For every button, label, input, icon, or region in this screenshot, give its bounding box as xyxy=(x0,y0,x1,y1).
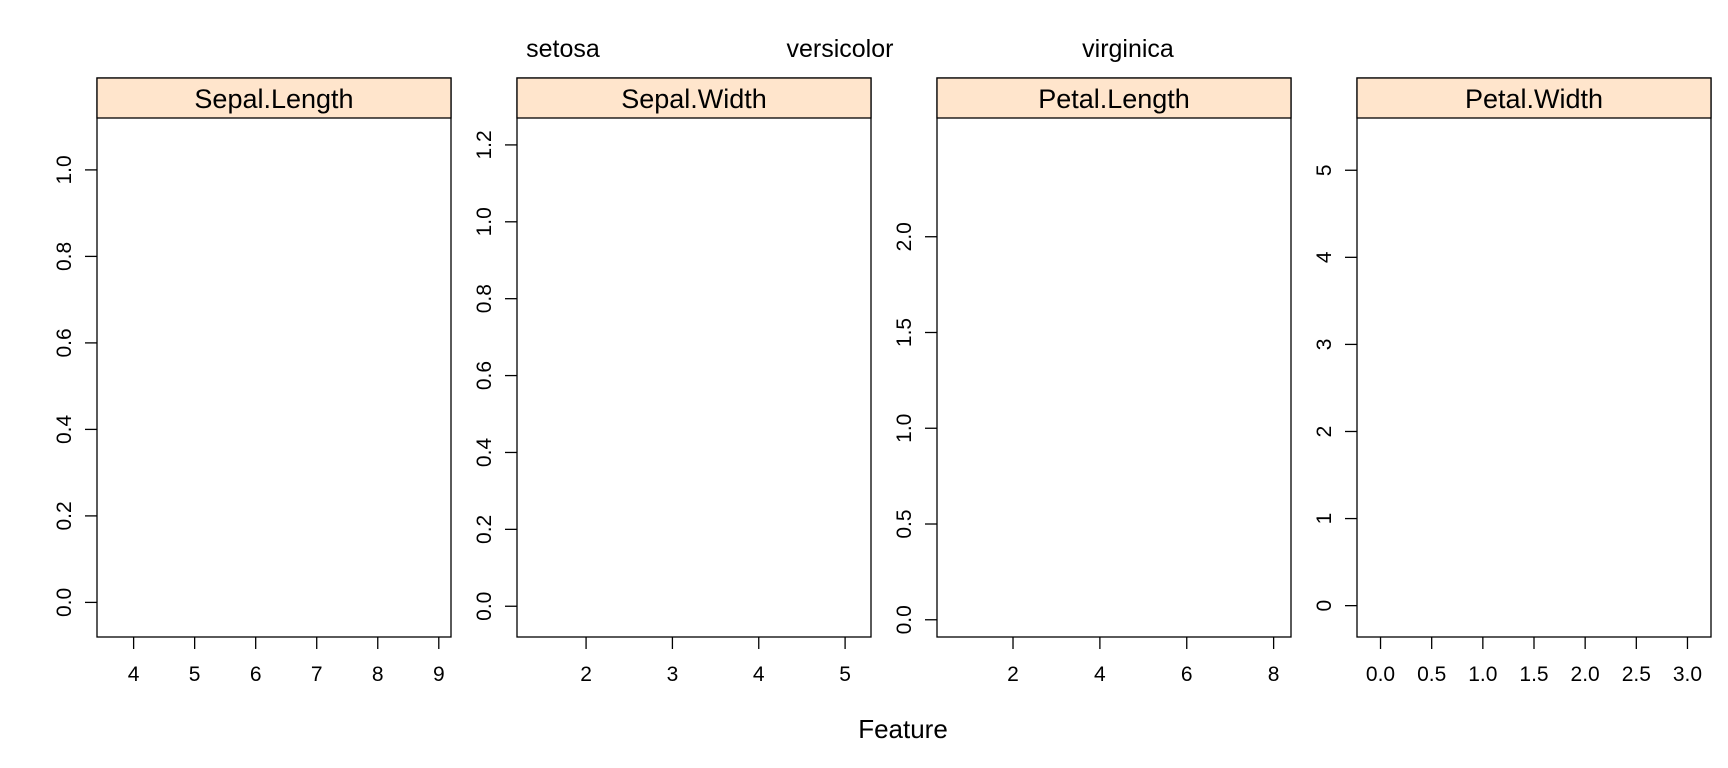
x-tick-label-sepal-length-0: 4 xyxy=(128,663,140,686)
x-tick-label-sepal-length-5: 9 xyxy=(433,663,445,686)
y-tick-label-sepal-length-1: 0.2 xyxy=(53,501,76,530)
x-tick-label-sepal-length-3: 7 xyxy=(311,663,323,686)
x-tick-label-sepal-width-3: 5 xyxy=(839,663,851,686)
x-tick-label-petal-width-2: 1.0 xyxy=(1468,663,1497,686)
panel-frame-sepal-length xyxy=(96,77,452,638)
x-tick-label-petal-width-6: 3.0 xyxy=(1673,663,1702,686)
y-tick-label-sepal-width-0: 0.0 xyxy=(473,592,496,621)
x-tick-label-petal-width-1: 0.5 xyxy=(1417,663,1446,686)
x-tick-label-sepal-length-1: 5 xyxy=(189,663,201,686)
y-tick-label-petal-width-1: 1 xyxy=(1313,513,1336,525)
x-tick-label-sepal-width-2: 4 xyxy=(753,663,765,686)
y-tick-label-sepal-length-3: 0.6 xyxy=(53,328,76,357)
y-tick-label-petal-width-4: 4 xyxy=(1313,251,1336,263)
panel-title-sepal-length: Sepal.Length xyxy=(194,84,353,114)
x-tick-label-petal-width-4: 2.0 xyxy=(1571,663,1600,686)
legend-label-virginica: virginica xyxy=(1082,35,1174,63)
y-tick-label-petal-length-4: 2.0 xyxy=(893,222,916,251)
x-tick-label-petal-width-3: 1.5 xyxy=(1519,663,1548,686)
y-tick-label-sepal-width-5: 1.0 xyxy=(473,207,496,236)
x-tick-label-sepal-width-0: 2 xyxy=(580,663,592,686)
legend-label-setosa: setosa xyxy=(526,35,600,63)
y-tick-label-petal-length-1: 0.5 xyxy=(893,509,916,538)
y-tick-label-sepal-length-4: 0.8 xyxy=(53,242,76,271)
y-tick-label-sepal-width-6: 1.2 xyxy=(473,130,496,159)
y-tick-label-sepal-width-3: 0.6 xyxy=(473,361,496,390)
panel-title-sepal-width: Sepal.Width xyxy=(621,84,767,114)
x-tick-label-sepal-length-4: 8 xyxy=(372,663,384,686)
y-tick-label-sepal-width-4: 0.8 xyxy=(473,284,496,313)
panel-strip-petal-width xyxy=(1356,77,1712,119)
y-tick-label-sepal-length-2: 0.4 xyxy=(53,414,76,444)
y-tick-label-petal-width-3: 3 xyxy=(1313,339,1336,351)
panel-title-petal-length: Petal.Length xyxy=(1038,84,1190,114)
x-tick-label-sepal-length-2: 6 xyxy=(250,663,262,686)
x-tick-label-petal-width-0: 0.0 xyxy=(1366,663,1395,686)
legend-label-versicolor: versicolor xyxy=(787,35,894,63)
y-tick-label-sepal-length-0: 0.0 xyxy=(53,588,76,617)
y-tick-label-petal-width-2: 2 xyxy=(1313,426,1336,438)
panel-frame-petal-width xyxy=(1356,77,1712,638)
y-tick-label-sepal-length-5: 1.0 xyxy=(53,155,76,184)
panel-title-petal-width: Petal.Width xyxy=(1465,84,1603,114)
y-tick-label-petal-length-3: 1.5 xyxy=(893,318,916,347)
x-axis-label: Feature xyxy=(858,714,948,744)
x-tick-label-petal-length-3: 8 xyxy=(1268,663,1280,686)
panel-frame-sepal-width xyxy=(516,77,872,638)
panel-strip-sepal-width xyxy=(516,77,872,119)
y-tick-label-petal-length-0: 0.0 xyxy=(893,605,916,634)
x-tick-label-petal-length-2: 6 xyxy=(1181,663,1193,686)
panel-strip-sepal-length xyxy=(96,77,452,119)
x-tick-label-sepal-width-1: 3 xyxy=(667,663,679,686)
y-tick-label-sepal-width-1: 0.2 xyxy=(473,515,496,544)
y-tick-label-petal-width-5: 5 xyxy=(1313,164,1336,176)
y-tick-label-sepal-width-2: 0.4 xyxy=(473,438,496,468)
panel-strip-petal-length xyxy=(936,77,1292,119)
y-tick-label-petal-width-0: 0 xyxy=(1313,600,1336,612)
y-tick-label-petal-length-2: 1.0 xyxy=(893,414,916,443)
x-tick-label-petal-length-1: 4 xyxy=(1094,663,1106,686)
panel-frame-petal-length xyxy=(936,77,1292,638)
x-tick-label-petal-width-5: 2.5 xyxy=(1622,663,1651,686)
x-tick-label-petal-length-0: 2 xyxy=(1007,663,1019,686)
